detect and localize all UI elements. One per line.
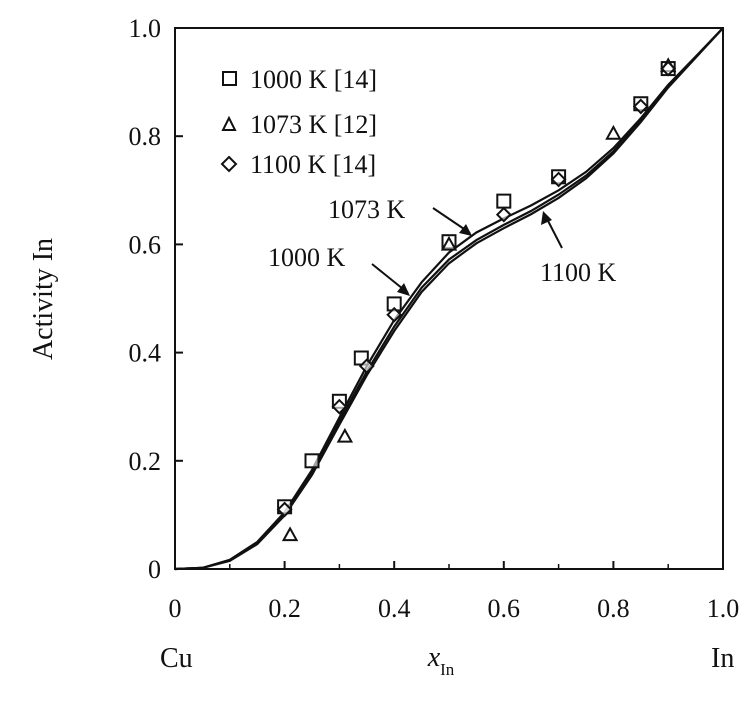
annotation-1000k: 1000 K <box>268 243 410 296</box>
y-axis-title: Activity In <box>28 238 59 360</box>
marker-diamond <box>550 171 567 188</box>
annotation-1100k-label: 1100 K <box>540 258 617 287</box>
marker-triangle <box>605 124 622 140</box>
annotation-1073k-arrowhead <box>459 224 472 236</box>
x-axis-title: xIn <box>427 642 455 679</box>
x-end-label-left: Cu <box>160 643 193 674</box>
annotation-1073k-label: 1073 K <box>328 195 406 224</box>
marker-diamond <box>331 398 348 415</box>
marker-diamond <box>660 60 677 77</box>
data-markers <box>276 57 677 542</box>
y-tick-label: 1.0 <box>129 14 162 43</box>
marker-square <box>304 453 320 469</box>
annotation-1000k-arrowhead <box>397 283 410 296</box>
model-curves <box>174 27 724 571</box>
x-axis-title-main: x <box>427 642 441 673</box>
x-tick-label: 0 <box>169 594 182 623</box>
marker-diamond <box>495 206 512 223</box>
marker-square <box>496 193 512 209</box>
x-tick-label: 0.2 <box>268 594 301 623</box>
legend-label-1073k: 1073 K [12] <box>250 110 377 139</box>
y-tick-label: 0 <box>148 555 161 584</box>
y-tick-label: 0.6 <box>129 230 162 259</box>
x-end-label-right: In <box>711 643 734 674</box>
x-tick-label: 0.6 <box>488 594 521 623</box>
legend-marker-square <box>222 71 237 86</box>
legend-entry-1073k: 1073 K [12] <box>221 110 377 139</box>
curve-1100-k <box>174 27 724 571</box>
x-axis-title-subscript: In <box>440 660 455 679</box>
y-tick-label: 0.8 <box>129 122 162 151</box>
legend-label-1000k: 1000 K [14] <box>250 65 377 94</box>
annotation-1100k-arrowhead <box>541 211 552 225</box>
marker-diamond <box>386 306 403 323</box>
marker-diamond <box>632 98 649 115</box>
marker-triangle <box>281 526 299 542</box>
annotation-1000k-label: 1000 K <box>268 243 346 272</box>
annotation-1100k: 1100 K <box>540 211 617 287</box>
x-tick-label: 1.0 <box>707 594 740 623</box>
legend-label-1100k: 1100 K [14] <box>250 150 376 179</box>
x-tick-label: 0.4 <box>378 594 411 623</box>
x-tick-label: 0.8 <box>597 594 630 623</box>
legend-entry-1100k: 1100 K [14] <box>220 150 376 179</box>
marker-triangle <box>336 427 354 443</box>
y-tick-label: 0.4 <box>129 339 162 368</box>
marker-triangle <box>440 235 458 251</box>
axis-ticks: 0 0.2 0.4 0.6 0.8 1.0 0 0.2 0.4 0.6 0.8 1.0 <box>129 14 740 623</box>
y-tick-label: 0.2 <box>129 447 162 476</box>
annotation-1073k: 1073 K <box>328 195 472 236</box>
marker-diamond <box>276 501 293 518</box>
legend: 1000 K [14] 1073 K [12] 1100 K [14] <box>220 65 377 179</box>
curve-annotations: 1073 K 1000 K 1100 K <box>268 195 617 296</box>
legend-entry-1000k: 1000 K [14] <box>222 65 377 94</box>
legend-marker-triangle <box>221 115 237 131</box>
marker-diamond <box>358 358 375 375</box>
legend-marker-diamond <box>220 155 238 173</box>
